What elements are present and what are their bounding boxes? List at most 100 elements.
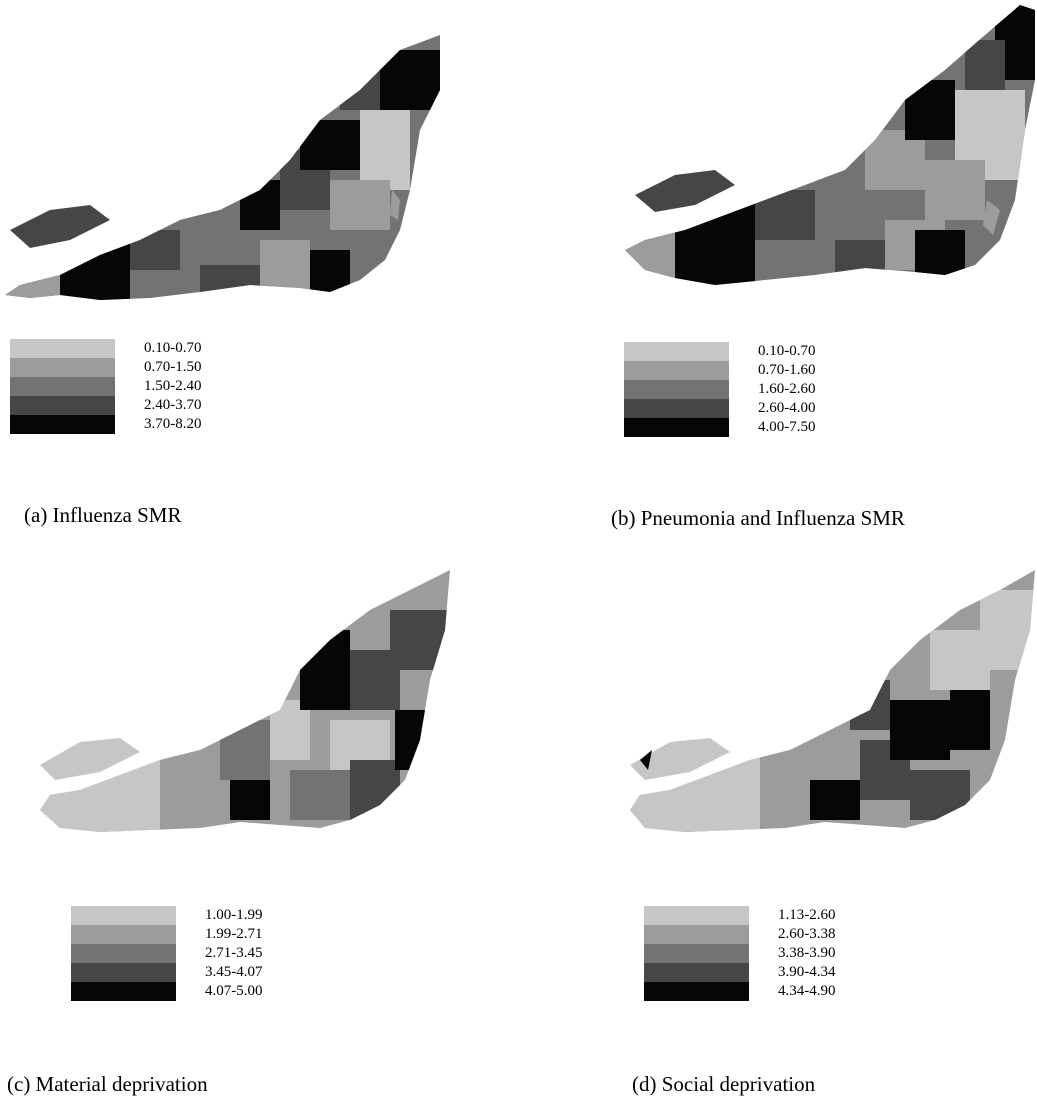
legend-row: 2.71-3.45 [71,944,263,963]
map-region [220,720,270,780]
legend-label: 4.07-5.00 [205,983,263,999]
map-region [360,110,410,190]
legend-swatch [10,377,115,396]
map-region [890,700,950,760]
map-region [60,240,130,300]
legend-label: 1.00-1.99 [205,907,263,923]
legend-label: 0.70-1.60 [758,362,816,378]
map-region [390,610,450,670]
legend-row: 0.70-1.50 [10,358,202,377]
map-region [5,260,60,300]
legend-swatch [71,925,176,944]
map-region [910,770,970,820]
legend-swatch [624,361,729,380]
map-region [310,250,350,295]
map-region [980,590,1035,670]
caption-b: (b) Pneumonia and Influenza SMR [611,506,905,530]
island-region [970,700,982,745]
map-region [290,770,350,820]
legend-row: 4.00-7.50 [624,418,816,437]
legend-row: 2.60-4.00 [624,399,816,418]
legend-pneumonia-influenza-smr: 0.10-0.70 0.70-1.60 1.60-2.60 2.60-4.00 … [624,342,816,437]
legend-row: 1.50-2.40 [10,377,202,396]
legend-label: 2.60-4.00 [758,400,816,416]
legend-row: 3.38-3.90 [644,944,836,963]
legend-label: 3.90-4.34 [778,964,836,980]
legend-swatch [71,982,176,1001]
map-region [340,70,380,110]
legend-swatch [624,380,729,399]
legend-label: 0.10-0.70 [144,340,202,356]
map-region [835,240,885,280]
legend-swatch [644,982,749,1001]
legend-label: 0.10-0.70 [758,343,816,359]
map-region [200,265,260,300]
caption-c: (c) Material deprivation [7,1072,208,1096]
legend-swatch [71,944,176,963]
legend-label: 4.00-7.50 [758,419,816,435]
map-region [850,680,890,730]
legend-row: 1.00-1.99 [71,906,263,925]
legend-row: 0.10-0.70 [10,339,202,358]
legend-label: 3.38-3.90 [778,945,836,961]
map-region [950,690,990,750]
legend-social-deprivation: 1.13-2.60 2.60-3.38 3.38-3.90 3.90-4.34 … [644,906,836,1001]
caption-d: (d) Social deprivation [632,1072,816,1096]
map-social-deprivation [630,570,1035,832]
legend-row: 4.07-5.00 [71,982,263,1001]
legend-swatch [10,339,115,358]
legend-label: 3.70-8.20 [144,416,202,432]
legend-swatch [624,399,729,418]
map-region [815,170,865,220]
map-region [395,710,425,770]
map-region [300,120,360,170]
legend-label: 4.34-4.90 [778,983,836,999]
legend-row: 0.70-1.60 [624,361,816,380]
legend-material-deprivation: 1.00-1.99 1.99-2.71 2.71-3.45 3.45-4.07 … [71,906,263,1001]
map-region [625,225,675,285]
legend-label: 2.71-3.45 [205,945,263,961]
map-region [300,630,350,710]
map-region [905,80,955,140]
map-region [755,190,815,240]
map-region [380,50,440,110]
legend-swatch [644,944,749,963]
legend-swatch [10,415,115,434]
caption-a: (a) Influenza SMR [24,503,182,527]
map-pneumonia-influenza-smr [625,5,1035,285]
island-region [390,190,400,220]
legend-row: 0.10-0.70 [624,342,816,361]
legend-row: 3.90-4.34 [644,963,836,982]
map-region [810,780,860,820]
island-region [983,200,1000,235]
map-material-deprivation [40,570,450,832]
island-region [40,738,140,780]
map-region [675,200,755,285]
map-region [130,230,180,270]
legend-row: 1.99-2.71 [71,925,263,944]
island-region [630,738,730,780]
legend-row: 3.70-8.20 [10,415,202,434]
legend-influenza-smr: 0.10-0.70 0.70-1.50 1.50-2.40 2.40-3.70 … [10,339,202,434]
legend-label: 0.70-1.50 [144,359,202,375]
map-region [160,750,220,810]
legend-swatch [71,906,176,925]
legend-label: 1.50-2.40 [144,378,202,394]
map-region [350,760,400,820]
map-region [240,180,280,230]
legend-label: 1.60-2.60 [758,381,816,397]
legend-swatch [644,906,749,925]
map-region [965,40,1005,90]
map-region [260,240,310,290]
island-region [635,170,735,212]
map-region [925,160,985,220]
island-region [640,750,652,770]
legend-label: 1.99-2.71 [205,926,263,942]
legend-swatch [624,342,729,361]
legend-row: 3.45-4.07 [71,963,263,982]
legend-swatch [624,418,729,437]
map-region [230,780,270,820]
legend-swatch [644,963,749,982]
map-region [330,180,390,230]
legend-row: 2.40-3.70 [10,396,202,415]
